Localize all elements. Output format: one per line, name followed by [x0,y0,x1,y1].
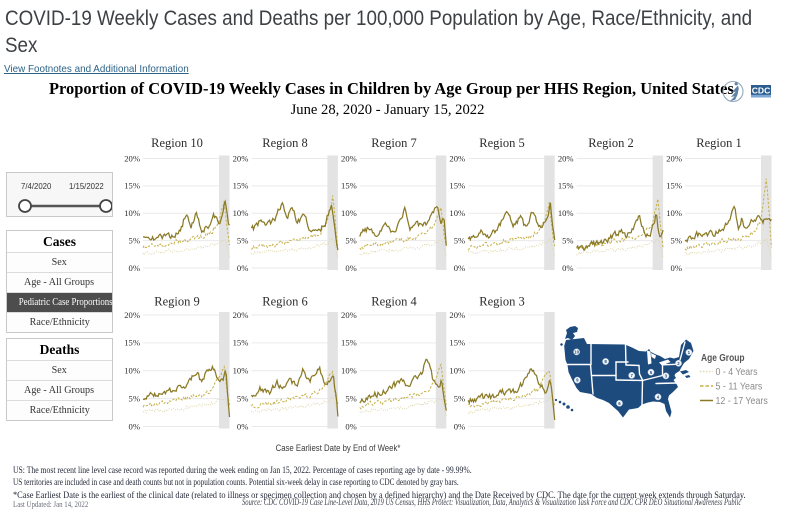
svg-text:5%: 5% [237,393,248,403]
svg-text:0%: 0% [237,263,248,273]
svg-text:Region 5: Region 5 [479,136,524,150]
svg-text:10%: 10% [558,208,574,218]
svg-text:8: 8 [604,359,607,364]
svg-text:0%: 0% [345,421,356,431]
svg-text:5%: 5% [129,235,140,245]
svg-text:15%: 15% [124,338,140,348]
svg-text:20%: 20% [233,310,249,320]
svg-text:Region 4: Region 4 [371,295,417,309]
svg-text:Region 8: Region 8 [262,136,307,150]
svg-text:10%: 10% [341,208,357,218]
svg-text:15%: 15% [124,181,140,191]
svg-text:Region 3: Region 3 [479,295,524,309]
svg-text:15%: 15% [449,181,465,191]
svg-text:15%: 15% [666,181,682,191]
svg-text:5%: 5% [454,393,465,403]
svg-text:5%: 5% [237,235,248,245]
svg-text:10%: 10% [124,366,140,376]
svg-text:20%: 20% [666,153,682,163]
svg-text:15%: 15% [233,338,249,348]
svg-text:4: 4 [657,395,660,400]
svg-text:20%: 20% [558,153,574,163]
svg-text:Case Earliest Date by End of W: Case Earliest Date by End of Week* [276,442,401,453]
svg-text:0%: 0% [345,263,356,273]
svg-text:0%: 0% [454,421,465,431]
svg-text:15%: 15% [558,181,574,191]
svg-text:10%: 10% [449,208,465,218]
svg-text:0%: 0% [454,263,465,273]
svg-text:5%: 5% [454,235,465,245]
svg-text:10%: 10% [233,366,249,376]
svg-text:12 - 17 Years: 12 - 17 Years [716,396,768,407]
svg-text:Region 7: Region 7 [371,136,416,150]
svg-text:5%: 5% [345,235,356,245]
svg-text:20%: 20% [341,310,357,320]
svg-text:10%: 10% [233,208,249,218]
svg-text:0%: 0% [129,263,140,273]
svg-text:0%: 0% [237,421,248,431]
svg-text:5 - 11 Years: 5 - 11 Years [716,382,763,393]
svg-text:Region 9: Region 9 [154,295,199,309]
svg-text:20%: 20% [449,153,465,163]
svg-text:2: 2 [677,361,680,366]
svg-text:15%: 15% [341,181,357,191]
svg-text:CDC: CDC [752,86,771,96]
svg-text:10%: 10% [124,208,140,218]
svg-text:Age Group: Age Group [701,353,745,364]
svg-text:1: 1 [688,350,691,355]
svg-text:0%: 0% [129,421,140,431]
svg-text:0%: 0% [671,263,682,273]
svg-text:20%: 20% [124,310,140,320]
svg-text:Region 2: Region 2 [588,136,633,150]
svg-text:6: 6 [618,401,621,406]
svg-text:3: 3 [665,374,668,379]
svg-text:15%: 15% [233,181,249,191]
svg-text:Region 10: Region 10 [151,136,203,150]
svg-text:20%: 20% [233,153,249,163]
svg-text:10%: 10% [341,366,357,376]
svg-text:20%: 20% [449,310,465,320]
svg-text:5%: 5% [671,235,682,245]
svg-text:10%: 10% [666,208,682,218]
svg-text:10: 10 [574,350,579,355]
svg-text:9: 9 [576,378,579,383]
svg-text:0 - 4 Years: 0 - 4 Years [716,367,758,378]
svg-text:15%: 15% [341,338,357,348]
svg-text:5%: 5% [562,235,573,245]
svg-text:5: 5 [650,370,653,375]
svg-text:5%: 5% [129,393,140,403]
svg-text:0%: 0% [562,263,573,273]
svg-text:20%: 20% [124,153,140,163]
svg-text:5%: 5% [345,393,356,403]
svg-text:Region 6: Region 6 [262,295,307,309]
svg-text:7: 7 [630,373,633,378]
svg-text:10%: 10% [449,366,465,376]
svg-text:15%: 15% [449,338,465,348]
svg-text:Region 1: Region 1 [696,136,741,150]
svg-text:20%: 20% [341,153,357,163]
